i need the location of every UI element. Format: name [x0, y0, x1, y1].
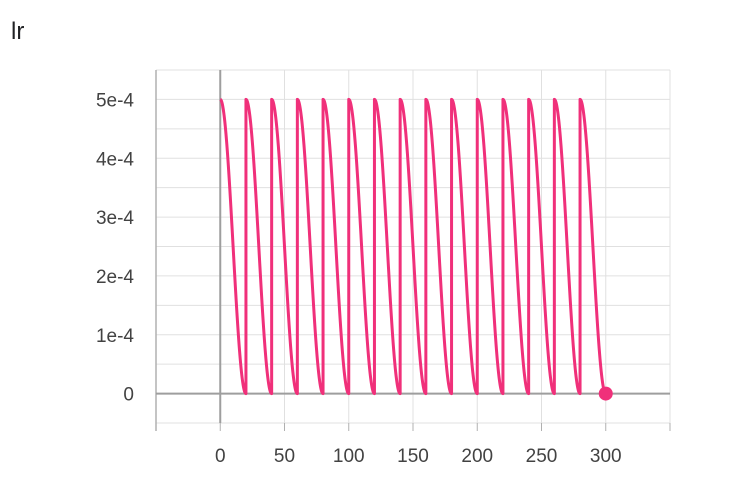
- y-tick-label: 0: [123, 385, 134, 406]
- y-tick-label: 5e-4: [96, 90, 134, 111]
- y-tick-label: 4e-4: [96, 149, 134, 170]
- x-tick-label: 100: [333, 446, 365, 467]
- x-tick-label: 50: [274, 446, 295, 467]
- chart-title: lr: [11, 18, 25, 45]
- x-tick-label: 300: [590, 446, 622, 467]
- x-tick-label: 150: [397, 446, 429, 467]
- x-tick-label: 0: [215, 446, 226, 467]
- x-tick-label: 200: [461, 446, 493, 467]
- lr-series-line: [219, 97, 607, 396]
- last-point-marker: [598, 386, 613, 401]
- y-tick-label: 3e-4: [96, 208, 134, 229]
- x-tick-label: 250: [526, 446, 558, 467]
- y-tick-label: 1e-4: [96, 326, 134, 347]
- y-tick-label: 2e-4: [96, 267, 134, 288]
